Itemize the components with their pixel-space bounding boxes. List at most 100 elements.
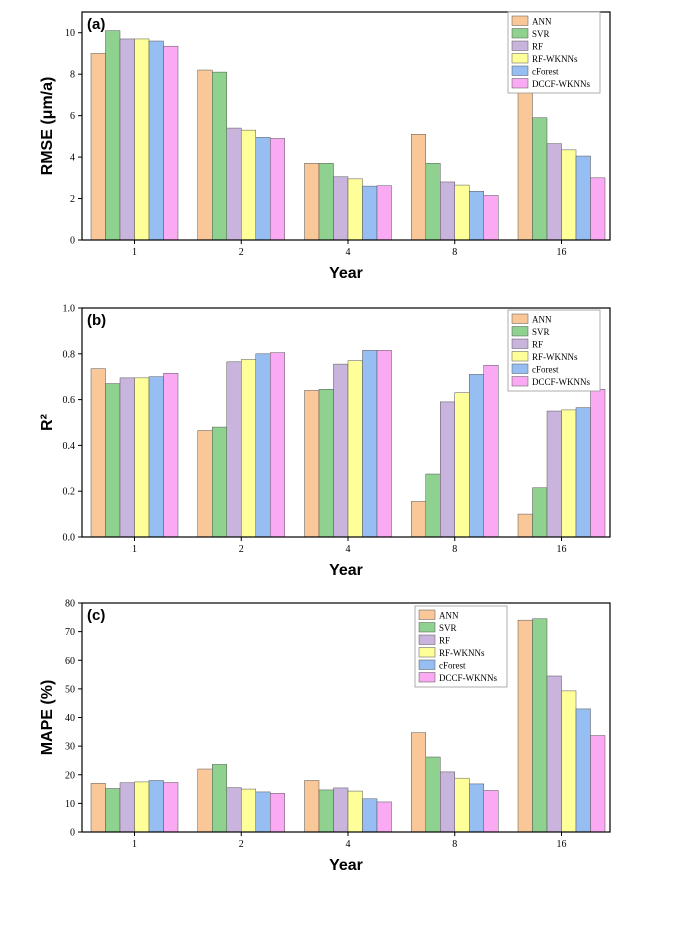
- bar-dccf-wknns-year-2: [270, 793, 285, 833]
- y-tick-label: 70: [65, 627, 75, 638]
- bar-cforest-year-1: [148, 376, 164, 538]
- legend-swatch-dccf-wknns: [511, 376, 529, 387]
- legend-label-cforest: cForest: [439, 661, 466, 671]
- bar-dccf-wknns-year-8: [483, 365, 499, 538]
- plot-frame: [81, 307, 611, 538]
- bar-dccf-wknns-year-8: [483, 195, 499, 241]
- bar-ann-year-2: [197, 69, 213, 241]
- y-tick-label: 0.4: [63, 441, 76, 452]
- bar-rf-wknns-year-4: [347, 360, 363, 538]
- bar-rf-wknns-year-2: [241, 129, 256, 241]
- x-tick-label: 4: [346, 544, 351, 555]
- x-tick-label: 1: [132, 544, 137, 555]
- bar-rf-year-2: [226, 787, 242, 833]
- bar-cforest-year-16: [575, 407, 591, 538]
- bar-cforest-year-16: [575, 155, 591, 241]
- bar-cforest-year-4: [362, 185, 378, 241]
- bar-cforest-year-1: [148, 780, 164, 833]
- chart-panel-1: 1 2 4 8 16 0 2 4 6 8 10 (a) RMSE (μm/a) Year ANN SVR RF R…: [39, 11, 611, 282]
- bar-dccf-wknns-year-4: [376, 801, 392, 833]
- bar-dccf-wknns-year-1: [163, 373, 179, 538]
- bar-ann-year-1: [90, 368, 106, 538]
- bar-rf-wknns-year-16: [561, 409, 577, 538]
- bar-cforest-year-2: [255, 353, 271, 538]
- legend-label-dccf-wknns: DCCF-WKNNs: [439, 673, 498, 683]
- bar-cforest-year-4: [362, 798, 378, 833]
- legend-label-rf: RF: [532, 340, 543, 350]
- bar-ann-year-1: [90, 53, 106, 241]
- y-tick-label: 0.2: [63, 487, 76, 498]
- bar-dccf-wknns-year-1: [163, 782, 179, 833]
- bar-cforest-year-8: [469, 374, 484, 538]
- legend-label-rf: RF: [532, 42, 543, 52]
- legend-label-ann: ANN: [532, 17, 552, 27]
- y-tick-label: 0: [70, 236, 75, 247]
- y-axis-label: RMSE (μm/a): [39, 77, 56, 176]
- bar-rf-year-2: [226, 127, 242, 241]
- bar-rf-year-4: [333, 787, 349, 833]
- y-tick-label: 0.8: [63, 349, 76, 360]
- legend-label-rf: RF: [439, 636, 450, 646]
- bar-rf-wknns-year-8: [454, 392, 470, 538]
- bar-rf-wknns-year-4: [347, 790, 363, 833]
- y-tick-label: 0.6: [63, 395, 76, 406]
- bar-dccf-wknns-year-8: [483, 790, 499, 833]
- bar-svr-year-4: [318, 163, 334, 241]
- legend-label-dccf-wknns: DCCF-WKNNs: [532, 377, 591, 387]
- x-axis-label: Year: [329, 857, 363, 874]
- legend-swatch-rf-wknns: [418, 647, 436, 658]
- bar-ann-year-2: [197, 430, 213, 538]
- x-tick-label: 1: [132, 247, 137, 258]
- bar-rf-year-4: [333, 176, 349, 241]
- bar-ann-year-16: [517, 619, 533, 833]
- bar-ann-year-2: [197, 768, 213, 833]
- legend-label-rf-wknns: RF-WKNNs: [439, 648, 485, 658]
- legend-swatch-dccf-wknns: [511, 78, 529, 89]
- panel-label: (b): [87, 312, 106, 329]
- legend-swatch-dccf-wknns: [418, 672, 436, 683]
- bar-rf-year-16: [546, 143, 562, 241]
- legend-label-svr: SVR: [532, 327, 550, 337]
- bar-dccf-wknns-year-2: [270, 352, 285, 538]
- legend-swatch-svr: [511, 28, 529, 39]
- x-tick-label: 8: [452, 544, 457, 555]
- bar-dccf-wknns-year-16: [590, 177, 606, 241]
- legend-swatch-ann: [511, 313, 529, 324]
- x-tick-label: 1: [132, 839, 137, 850]
- y-tick-label: 80: [65, 599, 75, 610]
- bar-svr-year-2: [212, 764, 227, 833]
- x-axis-label: Year: [329, 562, 363, 579]
- bar-rf-wknns-year-16: [561, 149, 577, 241]
- legend-label-ann: ANN: [439, 611, 459, 621]
- bar-rf-year-16: [546, 410, 562, 538]
- plot-frame: [81, 11, 611, 241]
- bar-dccf-wknns-year-1: [163, 45, 179, 241]
- bar-dccf-wknns-year-2: [270, 138, 285, 241]
- bar-rf-wknns-year-8: [454, 777, 470, 833]
- bar-rf-wknns-year-1: [134, 38, 150, 241]
- chart-panel-2: 1 2 4 8 16 0.0 0.2 0.4 0.6 0.8 1.0 (b) R² Year ANN SVR R…: [39, 304, 611, 579]
- bar-ann-year-16: [517, 513, 533, 538]
- bar-ann-year-8: [411, 134, 426, 241]
- bar-rf-wknns-year-1: [134, 781, 150, 833]
- bar-cforest-year-2: [255, 137, 271, 241]
- y-axis-label: MAPE (%): [39, 680, 56, 756]
- bar-dccf-wknns-year-4: [376, 350, 392, 538]
- legend: ANN SVR RF RF-WKNNs cForest DCCF-WKNNs: [507, 11, 601, 94]
- plot-frame: [81, 602, 611, 833]
- x-tick-label: 16: [557, 544, 567, 555]
- legend-swatch-svr: [418, 622, 436, 633]
- bar-svr-year-4: [318, 789, 334, 833]
- legend-label-svr: SVR: [439, 623, 457, 633]
- bar-ann-year-8: [411, 732, 426, 833]
- y-tick-label: 20: [65, 770, 75, 781]
- bar-rf-year-8: [440, 181, 455, 241]
- legend-swatch-svr: [511, 326, 529, 337]
- bar-cforest-year-16: [575, 708, 591, 833]
- bar-rf-wknns-year-8: [454, 184, 470, 241]
- y-tick-label: 8: [70, 70, 75, 81]
- bar-rf-wknns-year-4: [347, 178, 363, 241]
- bar-svr-year-8: [425, 163, 441, 241]
- bar-svr-year-8: [425, 473, 441, 538]
